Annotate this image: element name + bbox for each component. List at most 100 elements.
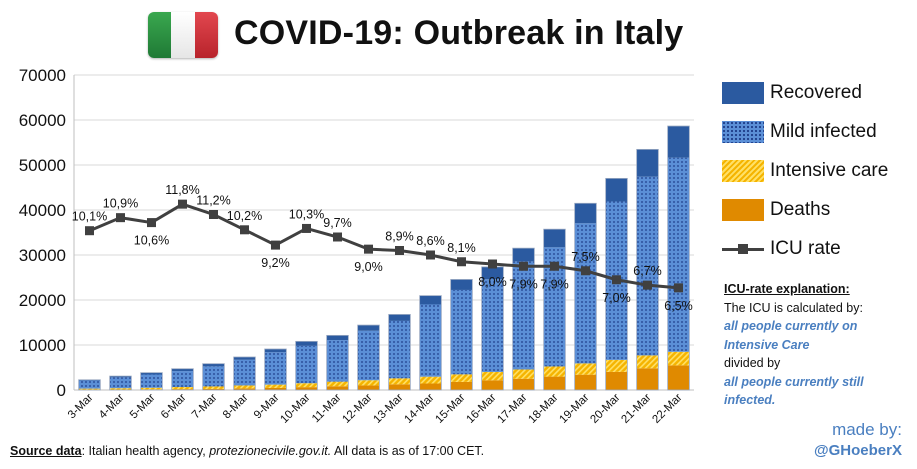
icu-rate-marker xyxy=(488,259,497,269)
bar-segment-deaths xyxy=(574,374,597,390)
icu-rate-marker xyxy=(519,261,528,271)
bar-segment-recovered xyxy=(667,126,690,158)
icu-rate-label: 7,9% xyxy=(540,277,569,291)
bar-segment-intensive-care xyxy=(264,384,287,388)
bar-segment-intensive-care xyxy=(388,378,411,385)
bar-segment-recovered xyxy=(295,341,318,346)
x-tick-label: 8-Mar xyxy=(221,392,251,422)
bar-segment-mild-infected xyxy=(667,157,690,352)
bar-outline xyxy=(233,356,256,391)
bar-segment-intensive-care xyxy=(512,369,535,379)
legend-item-mild-infected: Mild infected xyxy=(722,119,877,145)
x-tick-label: 19-Mar xyxy=(557,392,591,426)
icu-rate-label: 9,2% xyxy=(261,256,290,270)
legend-swatch-recovered xyxy=(722,82,764,104)
explanation-line: The ICU is calculated by: xyxy=(724,300,863,315)
bar-segment-intensive-care xyxy=(171,387,194,390)
bar-outline xyxy=(109,375,132,391)
x-tick-label: 4-Mar xyxy=(97,392,127,422)
bar-segment-intensive-care xyxy=(109,388,132,390)
made-by-label: made by: xyxy=(832,420,902,439)
icu-rate-polyline xyxy=(88,202,679,290)
bar-segment-recovered xyxy=(574,203,597,224)
y-tick-label: 60000 xyxy=(19,111,66,130)
bar-outline xyxy=(140,372,163,391)
icu-rate-line xyxy=(85,199,683,293)
icu-rate-label: 9,0% xyxy=(354,260,383,274)
y-tick-label: 30000 xyxy=(19,246,66,265)
bar-segment-mild-infected xyxy=(109,377,132,389)
bar-outline xyxy=(636,148,659,391)
icu-rate-label: 7,9% xyxy=(509,277,538,291)
x-tick-label: 16-Mar xyxy=(464,392,498,426)
icu-rate-marker xyxy=(364,244,373,254)
bar-segment-recovered xyxy=(450,279,473,290)
bar-segment-recovered xyxy=(357,325,380,331)
bar-segment-intensive-care xyxy=(636,355,659,369)
bar-segment-deaths xyxy=(605,371,628,390)
bar-segment-deaths xyxy=(357,385,380,390)
bar-segment-recovered xyxy=(109,376,132,378)
icu-rate-marker xyxy=(178,199,187,209)
legend-label: Deaths xyxy=(770,199,831,220)
bar-segment-mild-infected xyxy=(140,374,163,388)
source-note: Source data: Italian health agency, prot… xyxy=(10,444,484,458)
x-tick-label: 10-Mar xyxy=(278,392,312,426)
bar-segment-intensive-care xyxy=(450,374,473,382)
bar-segment-deaths xyxy=(636,368,659,390)
icu-rate-marker xyxy=(643,280,652,290)
bar-segment-intensive-care xyxy=(140,387,163,390)
bar-segment-mild-infected xyxy=(264,352,287,385)
icu-rate-marker xyxy=(271,240,280,250)
bar-segment-recovered xyxy=(140,372,163,375)
bar-outline xyxy=(419,295,442,391)
bar-segment-mild-infected xyxy=(233,359,256,386)
bar-segment-mild-infected xyxy=(388,320,411,379)
bar-outline xyxy=(295,340,318,391)
bar-outline xyxy=(388,314,411,391)
bar-segment-intensive-care xyxy=(78,388,101,390)
x-tick-label: 17-Mar xyxy=(495,392,529,426)
icu-rate-marker xyxy=(209,210,218,219)
bar-segment-recovered xyxy=(636,149,659,177)
legend-swatch-mild-infected xyxy=(722,121,764,143)
legend-item-intensive-care: Intensive care xyxy=(722,158,888,184)
icu-rate-label: 6,7% xyxy=(633,264,662,278)
legend-swatch-icu-rate xyxy=(722,238,764,260)
bar-outline xyxy=(264,348,287,391)
icu-rate-marker xyxy=(147,218,156,228)
bar-segment-mild-infected xyxy=(512,261,535,370)
icu-rate-marker xyxy=(674,283,683,293)
y-tick-label: 70000 xyxy=(19,66,66,85)
bar-segment-recovered xyxy=(264,349,287,353)
bar-segment-deaths xyxy=(295,387,318,390)
bar-segment-deaths xyxy=(450,381,473,390)
icu-rate-explanation: ICU-rate explanation: The ICU is calcula… xyxy=(724,280,914,410)
legend-label: ICU rate xyxy=(770,238,841,259)
title-row: COVID-19: Outbreak in Italy xyxy=(0,4,917,64)
bar-outline xyxy=(574,202,597,391)
bar-segment-deaths xyxy=(667,365,690,390)
bar-segment-recovered xyxy=(419,295,442,305)
bar-segment-intensive-care xyxy=(295,383,318,388)
icu-rate-marker xyxy=(581,266,590,276)
icu-rate-label: 8,6% xyxy=(416,234,445,248)
bar-segment-intensive-care xyxy=(357,380,380,386)
icu-rate-label: 9,7% xyxy=(323,216,352,230)
icu-rate-label: 10,1% xyxy=(72,210,107,224)
bar-outline xyxy=(357,324,380,391)
bar-segment-recovered xyxy=(605,178,628,202)
bar-segment-intensive-care xyxy=(574,363,597,375)
legend-item-deaths: Deaths xyxy=(722,197,830,223)
bar-outline xyxy=(512,247,535,391)
x-tick-label: 5-Mar xyxy=(128,392,158,422)
author-handle: @GHoeberX xyxy=(814,442,902,459)
y-tick-label: 40000 xyxy=(19,201,66,220)
icu-rate-label: 10,3% xyxy=(289,207,324,221)
icu-rate-label: 10,2% xyxy=(227,209,262,223)
icu-rate-label: 8,9% xyxy=(385,230,414,244)
x-tick-label: 20-Mar xyxy=(588,392,622,426)
icu-rate-label: 8,1% xyxy=(447,241,476,255)
bar-outline xyxy=(543,228,566,391)
bar-segment-deaths xyxy=(264,387,287,390)
